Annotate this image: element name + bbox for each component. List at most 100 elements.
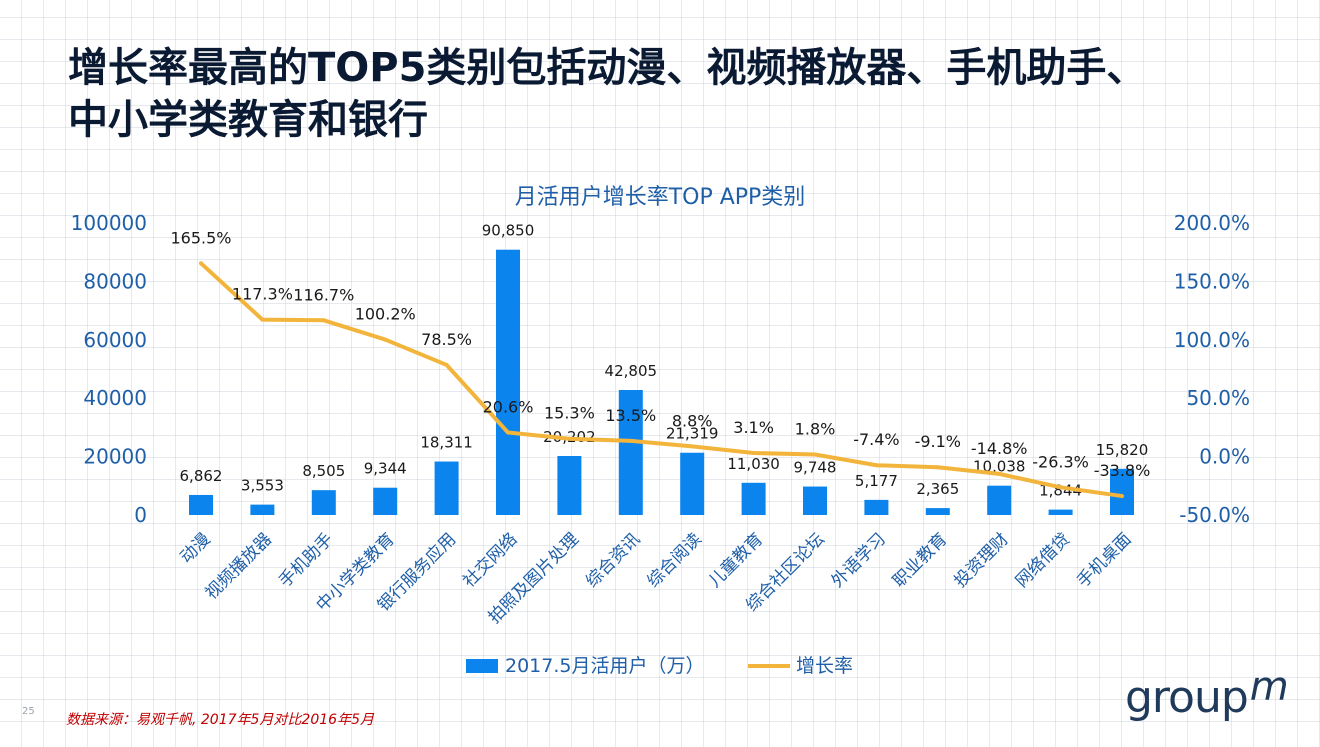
groupm-logo: groupm	[1125, 664, 1289, 723]
line-point	[199, 261, 203, 266]
legend-label-bar: 2017.5月活用户（万）	[505, 655, 704, 677]
bar	[189, 494, 213, 515]
legend: 2017.5月活用户（万） 增长率	[466, 655, 853, 677]
category-label: 网络借贷	[1012, 529, 1074, 591]
bar	[434, 461, 459, 515]
bar	[618, 390, 643, 515]
legend-label-line: 增长率	[796, 655, 853, 677]
logo-mark: m	[1249, 664, 1289, 710]
bar-value-label: 9,748	[794, 459, 837, 477]
bar	[864, 499, 889, 515]
bar	[557, 456, 582, 515]
bar-value-label: 2,365	[916, 480, 959, 498]
line-value-label: -7.4%	[853, 430, 899, 449]
bar-series	[189, 249, 1134, 515]
line-value-label: 165.5%	[170, 228, 231, 247]
left-axis-tick-label: 80000	[83, 269, 147, 293]
bar-value-label: 90,850	[482, 222, 535, 240]
category-label: 投资理财	[951, 529, 1013, 591]
line-value-label: -14.8%	[971, 439, 1028, 458]
category-label: 职业教育	[889, 529, 951, 591]
line-value-label: 15.3%	[544, 404, 595, 423]
line-point	[506, 430, 510, 435]
bar-value-label: 5,177	[855, 472, 898, 490]
line-value-label: 1.8%	[795, 419, 836, 438]
category-label: 综合阅读	[644, 529, 706, 591]
bar-value-label: 3,553	[241, 477, 284, 495]
bar-value-label: 8,505	[302, 462, 345, 480]
growth-rate-line	[199, 261, 1123, 499]
right-axis-tick-label: -50.0%	[1179, 503, 1250, 527]
line-point	[874, 463, 879, 468]
slide-title-line2: 中小学类教育和银行	[68, 97, 428, 143]
category-label: 手机桌面	[1073, 529, 1135, 591]
category-label: 动漫	[176, 529, 214, 567]
left-axis-tick-label: 40000	[83, 386, 147, 410]
line-value-label: -26.3%	[1032, 452, 1089, 471]
category-label: 视频播放器	[202, 529, 276, 603]
bar	[1110, 468, 1134, 515]
right-axis-tick-label: 150.0%	[1174, 269, 1250, 293]
line-value-label: 117.3%	[232, 285, 293, 304]
slide-title-line1: 增长率最高的TOP5类别包括动漫、视频播放器、手机助手、	[68, 45, 1147, 91]
line-point	[1120, 494, 1124, 499]
left-axis: 0 20000 40000 60000 80000 100000	[71, 211, 147, 527]
line-value-label: 13.5%	[605, 406, 656, 425]
bar	[680, 452, 705, 515]
bar	[496, 249, 520, 515]
line-value-label: 100.2%	[355, 305, 416, 324]
bar	[373, 487, 398, 515]
line-point	[1058, 485, 1063, 490]
left-axis-tick-label: 0	[134, 503, 147, 527]
category-label: 社交网络	[459, 529, 521, 591]
line-point	[444, 362, 449, 367]
right-axis-tick-label: 0.0%	[1199, 445, 1250, 469]
bar-value-label: 6,862	[180, 467, 223, 485]
line-value-label: -9.1%	[915, 432, 961, 451]
legend-swatch-bar	[466, 659, 498, 673]
bar	[741, 482, 766, 515]
line-point	[321, 318, 326, 323]
bar-value-label: 11,030	[727, 455, 780, 473]
bar	[987, 485, 1012, 515]
bar-value-label: 15,820	[1096, 441, 1149, 459]
logo-text: group	[1125, 672, 1249, 723]
line-point	[997, 471, 1002, 476]
line-value-label: 78.5%	[421, 330, 472, 349]
category-label: 手机助手	[275, 529, 337, 591]
bar-value-label: 9,344	[364, 460, 407, 478]
data-source-note: 数据来源：易观千帆, 2017年5月对比2016年5月	[66, 712, 374, 728]
slide-title: 增长率最高的TOP5类别包括动漫、视频播放器、手机助手、 中小学类教育和银行	[68, 42, 1268, 146]
right-axis-tick-label: 50.0%	[1186, 386, 1250, 410]
right-axis: -50.0% 0.0% 50.0% 100.0% 150.0% 200.0%	[1174, 211, 1250, 527]
bar-value-label: 18,311	[420, 434, 473, 452]
bar	[250, 504, 275, 515]
bar-data-labels: 6,8623,5538,5059,34418,31190,85020,20242…	[180, 222, 1149, 500]
line-point	[751, 450, 756, 455]
line-point	[383, 337, 388, 342]
page-number: 25	[22, 706, 35, 717]
line-point	[628, 438, 633, 443]
line-point	[813, 452, 817, 457]
category-label: 外语学习	[828, 529, 890, 591]
line-point	[690, 444, 695, 449]
line-value-label: 8.8%	[672, 411, 713, 430]
line-point	[260, 317, 265, 322]
line-series	[199, 261, 1124, 499]
chart-title: 月活用户增长率TOP APP类别	[515, 185, 806, 210]
line-value-label: -33.8%	[1094, 461, 1151, 480]
bar	[925, 508, 950, 515]
right-axis-tick-label: 100.0%	[1174, 328, 1250, 352]
bar-value-label: 21,319	[666, 425, 719, 443]
left-axis-tick-label: 100000	[71, 211, 147, 235]
bar	[311, 490, 336, 515]
line-data-labels: 165.5% 117.3% 116.7%100.2% 78.5% 20.6% 15.3% 1…	[170, 228, 1150, 480]
line-point	[935, 465, 940, 470]
category-label: 综合资讯	[582, 529, 644, 591]
line-value-label: 116.7%	[293, 285, 354, 304]
category-label: 儿童教育	[705, 529, 767, 591]
bar-value-label: 42,805	[605, 362, 658, 380]
